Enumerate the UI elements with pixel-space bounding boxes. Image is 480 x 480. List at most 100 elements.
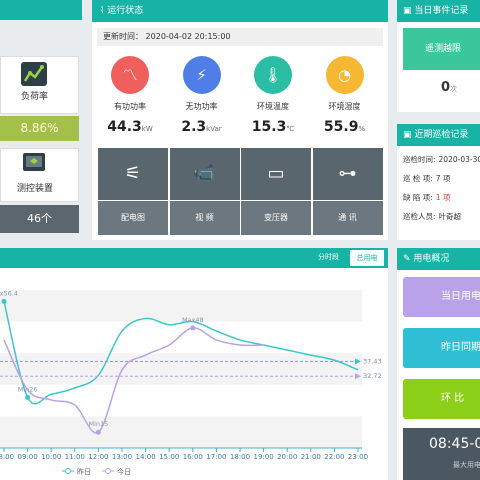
- usage-panel: ✎ 用电概况 当日用电 昨日同期环 比 08:45-0 最大用电: [397, 248, 480, 480]
- metric-icon: 〽: [111, 56, 149, 94]
- band: [0, 353, 362, 385]
- series-line: [3, 301, 359, 405]
- usage-item: 当日用电: [403, 277, 480, 317]
- icon: [21, 62, 47, 86]
- label: 巡检人员:: [403, 212, 436, 221]
- toggle-active[interactable]: 总用电: [350, 250, 384, 266]
- tile[interactable]: 📹: [169, 148, 240, 200]
- extreme-point: [25, 394, 31, 400]
- series-line: [3, 327, 264, 434]
- extreme-label: Max48: [182, 316, 204, 324]
- count-value: 0: [441, 80, 451, 95]
- metric-value: 15.3℃: [238, 119, 308, 135]
- label: 巡检时间:: [403, 155, 436, 164]
- extreme-label: Max56.4: [0, 289, 18, 297]
- band: [0, 290, 362, 322]
- x-tick-label: 22:00: [324, 453, 344, 461]
- value: 1 项: [435, 193, 451, 202]
- value: 7 项: [435, 174, 451, 183]
- icon: [23, 153, 45, 171]
- label: 巡 检 项:: [403, 174, 433, 183]
- tile[interactable]: ▭: [241, 148, 311, 200]
- extreme-label: Min15: [88, 420, 108, 428]
- label: 缺 陷 项:: [403, 193, 433, 202]
- tile-label[interactable]: 配电图: [98, 201, 168, 235]
- legend-label: 今日: [117, 467, 131, 476]
- x-tick-label: 17:00: [206, 453, 226, 461]
- time: 2020-04-02 20:15:00: [145, 32, 231, 41]
- unit: kW: [141, 125, 153, 133]
- header: ▣ 近期巡检记录: [397, 124, 480, 146]
- x-tick-label: 14:00: [136, 453, 156, 461]
- time: 08:45-0: [429, 436, 480, 452]
- tile-label[interactable]: 变压器: [241, 201, 311, 235]
- extreme-point: [1, 298, 7, 304]
- x-tick-label: 21:00: [301, 453, 321, 461]
- header: [0, 0, 82, 20]
- metric-value: 2.3kVar: [167, 119, 237, 135]
- card: 负荷率: [0, 56, 79, 114]
- x-tick-label: 15:00: [159, 453, 179, 461]
- card: 测控装置: [0, 148, 79, 202]
- band: [0, 321, 362, 354]
- x-tick-label: 12:00: [88, 453, 108, 461]
- toggle[interactable]: 分时段: [318, 253, 339, 261]
- value: 叶奇超: [438, 212, 462, 221]
- band: [0, 416, 362, 448]
- metric-value: 44.3kW: [95, 119, 165, 135]
- header: ⌇ 运行状态: [92, 0, 388, 22]
- row: 巡检时间: 2020-03-30: [403, 154, 480, 165]
- time-box: 08:45-0 最大用电: [403, 428, 480, 480]
- unit: %: [358, 125, 366, 133]
- value: 15.3: [251, 119, 287, 135]
- label: 负荷率: [21, 92, 49, 102]
- x-tick-label: 10:00: [41, 453, 61, 461]
- value: 2.3: [181, 119, 207, 135]
- tile-label[interactable]: 视 频: [169, 201, 240, 235]
- device-count: 46个: [0, 205, 79, 233]
- x-tick-label: 16:00: [183, 453, 203, 461]
- legend-label: 昨日: [77, 467, 91, 476]
- row: 巡检人员: 叶奇超: [403, 211, 464, 222]
- value: 44.3: [107, 119, 142, 135]
- extreme-point: [95, 429, 101, 435]
- unit: kVar: [206, 125, 222, 133]
- left-panel: 负荷率 8.86% 测控装置 46个: [0, 0, 82, 240]
- legend-dot: [65, 468, 71, 474]
- x-tick-label: 09:00: [18, 453, 38, 461]
- x-tick-label: 20:00: [277, 453, 297, 461]
- extreme-point: [190, 325, 196, 331]
- count-unit: 次: [450, 85, 458, 93]
- average-label: 37.43: [363, 357, 382, 365]
- x-tick-label: 23:00: [348, 453, 368, 461]
- usage-item: 环 比: [403, 379, 480, 419]
- tile-label[interactable]: 通 讯: [312, 201, 383, 235]
- title: 用电概况: [413, 254, 450, 264]
- update-bar: 更新时间： 2020-04-02 20:15:00: [97, 28, 383, 46]
- header: [0, 248, 388, 268]
- count: 0次: [441, 80, 457, 95]
- metric-icon: 🌡: [254, 56, 292, 94]
- x-tick-label: 11:00: [65, 453, 85, 461]
- label: 更新时间：: [103, 32, 143, 41]
- events-panel: ▣ 当日事件记录 遥测越限 0次: [397, 0, 480, 112]
- title: 当日事件记录: [414, 6, 469, 16]
- legend-dot: [105, 468, 111, 474]
- row: 缺 陷 项: 1 项: [403, 192, 453, 203]
- metric-label: 环境湿度: [328, 102, 361, 111]
- time-label: 最大用电: [453, 461, 480, 469]
- metric-label: 无功功率: [185, 102, 218, 111]
- status-panel: ⌇ 运行状态 更新时间： 2020-04-02 20:15:00 〽有功功率 44…: [92, 0, 388, 240]
- header: ▣ 当日事件记录: [397, 0, 480, 22]
- average-arrow: [355, 358, 361, 365]
- tile[interactable]: ⊶: [312, 148, 383, 200]
- average-arrow: [355, 373, 361, 380]
- metric-label: 有功功率: [114, 102, 146, 111]
- metric-value: 55.9%: [310, 119, 380, 135]
- x-tick-label: 18:00: [230, 453, 250, 461]
- tile[interactable]: ⚟: [98, 148, 168, 200]
- tag: 遥测越限: [403, 28, 480, 70]
- header: ✎ 用电概况: [397, 248, 480, 270]
- x-tick-label: 19:00: [254, 453, 274, 461]
